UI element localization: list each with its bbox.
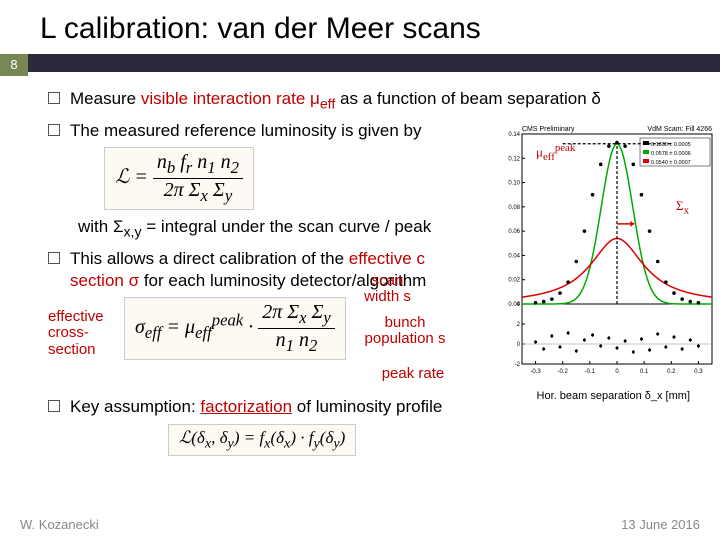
bullet-box-icon bbox=[48, 252, 60, 264]
footer-date: 13 June 2016 bbox=[621, 517, 700, 532]
label-effective-cross: effective cross-section bbox=[48, 309, 118, 359]
label-scan-width: scan width s bbox=[360, 273, 415, 306]
svg-text:0.12: 0.12 bbox=[508, 156, 520, 162]
svg-text:VdM Scam: Fill 4266: VdM Scam: Fill 4266 bbox=[647, 126, 712, 133]
svg-text:0.02: 0.02 bbox=[508, 278, 520, 284]
factorize-formula: ℒ(δx, δy) = fx(δx) · fy(δy) bbox=[168, 424, 690, 456]
lumi-formula-box: ℒ = nb fr n1 n22π Σx Σy bbox=[104, 147, 254, 210]
b4-pre: This allows a direct calibration of the bbox=[70, 249, 349, 268]
svg-text:0.04: 0.04 bbox=[508, 253, 520, 259]
bullet-1: Measure visible interaction rate μeff as… bbox=[48, 88, 690, 114]
factorize-box: ℒ(δx, δy) = fx(δx) · fy(δy) bbox=[168, 424, 356, 456]
chart-svg: CMS Preliminary VdM Scam: Fill 4266 0.1330… bbox=[488, 120, 718, 380]
svg-text:-0.1: -0.1 bbox=[585, 369, 596, 375]
svg-text:0.3: 0.3 bbox=[694, 369, 703, 375]
svg-text:0.0578 ± 0.0006: 0.0578 ± 0.0006 bbox=[651, 151, 691, 157]
b5-post: of luminosity profile bbox=[292, 397, 442, 416]
bullet-box-icon bbox=[48, 400, 60, 412]
vdm-chart: CMS Preliminary VdM Scam: Fill 4266 0.1330… bbox=[488, 120, 718, 380]
b1-post: as a function of beam separation δ bbox=[335, 89, 601, 108]
svg-text:0.1330 ± 0.0005: 0.1330 ± 0.0005 bbox=[651, 142, 691, 148]
bullet-1-text: Measure visible interaction rate μeff as… bbox=[70, 88, 690, 114]
svg-text:0.14: 0.14 bbox=[508, 132, 520, 138]
bullet-box-icon bbox=[48, 124, 60, 136]
b5-pre: Key assumption: bbox=[70, 397, 200, 416]
svg-text:0.06: 0.06 bbox=[508, 229, 520, 235]
svg-text:CMS Preliminary: CMS Preliminary bbox=[522, 126, 575, 133]
sigma-eff-box: σeff = μeffpeak · 2π Σx Σyn1 n2 bbox=[124, 297, 346, 360]
svg-text:0.2: 0.2 bbox=[667, 369, 676, 375]
b4-red2: section σ bbox=[70, 271, 139, 290]
b4-red: effective c bbox=[349, 249, 425, 268]
footer-author: W. Kozanecki bbox=[20, 517, 99, 532]
page-number: 8 bbox=[0, 54, 28, 76]
b3-pre: with Σ bbox=[78, 217, 123, 236]
svg-text:2: 2 bbox=[517, 322, 521, 328]
svg-text:0: 0 bbox=[517, 342, 521, 348]
dark-bar bbox=[28, 54, 720, 72]
svg-text:-2: -2 bbox=[515, 362, 521, 368]
svg-text:-0.2: -0.2 bbox=[558, 369, 569, 375]
sigma-x-annot: Σx bbox=[676, 198, 689, 217]
svg-text:4: 4 bbox=[517, 302, 521, 308]
svg-text:0.1: 0.1 bbox=[640, 369, 649, 375]
slide-title: L calibration: van der Meer scans bbox=[0, 0, 720, 54]
sigma-eff-formula: σeff = μeffpeak · 2π Σx Σyn1 n2 bbox=[124, 297, 346, 360]
chart-xlabel: Hor. beam separation δ_x [mm] bbox=[537, 390, 690, 402]
svg-text:0.0540 ± 0.0007: 0.0540 ± 0.0007 bbox=[651, 160, 691, 166]
mu-eff-peak-annot: μeffpeak bbox=[536, 142, 575, 163]
svg-text:0: 0 bbox=[615, 369, 619, 375]
b1-pre: Measure bbox=[70, 89, 141, 108]
svg-text:0.10: 0.10 bbox=[508, 181, 520, 187]
b3-post: = integral under the scan curve / peak bbox=[142, 217, 432, 236]
footer: W. Kozanecki 13 June 2016 bbox=[20, 517, 700, 532]
b3-sub: x,y bbox=[123, 225, 141, 241]
svg-text:0.08: 0.08 bbox=[508, 205, 520, 211]
xlabel-text: Hor. beam separation δ_x [mm] bbox=[537, 390, 690, 402]
b1-red: visible interaction rate μeff bbox=[141, 89, 335, 108]
svg-text:-0.3: -0.3 bbox=[530, 369, 541, 375]
b5-red: factorization bbox=[200, 397, 292, 416]
label-bunch-pop: bunch population s bbox=[360, 315, 450, 348]
header-bar: 8 bbox=[0, 54, 720, 76]
bullet-box-icon bbox=[48, 92, 60, 104]
